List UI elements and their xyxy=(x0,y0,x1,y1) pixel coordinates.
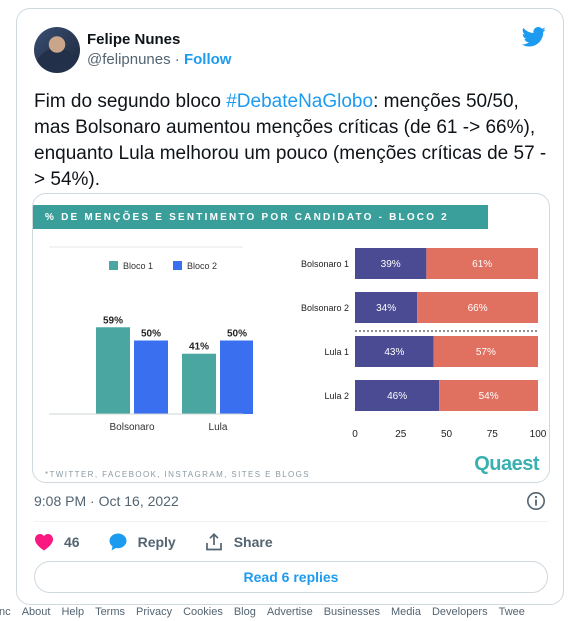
legend-swatch-1 xyxy=(109,261,118,270)
bar-bolsonaro-2 xyxy=(134,340,168,414)
mentions-bar-chart: Bloco 1 Bloco 2 59% 50% Bolsonaro 41% 50% Lula xyxy=(49,246,253,433)
footer-link-terms[interactable]: Terms xyxy=(95,606,126,618)
handle-separator: · xyxy=(174,51,180,68)
tweet-text-end: : menções 50/50, mas Bolsonaro aumentou … xyxy=(34,91,547,190)
x-tick-50: 50 xyxy=(441,429,453,440)
hashtag-link[interactable]: #DebateNaGlobo xyxy=(226,91,374,112)
segment-4-1 xyxy=(355,380,440,411)
share-label: Share xyxy=(233,534,273,550)
heart-icon xyxy=(35,534,53,551)
data-label-lula-1: 41% xyxy=(189,342,209,353)
tweet-text-start: Fim do segundo bloco xyxy=(34,91,227,112)
reply-bubble-icon xyxy=(109,533,127,551)
segment-label-3-2: 57% xyxy=(476,347,496,358)
author-handle-line: @felipnunes · Follow xyxy=(87,51,231,68)
footer-link-blog[interactable]: Blog xyxy=(233,606,256,618)
sentiment-stacked-bar-chart: Bolsonaro 1 39% 61% Bolsonaro 2 34% 66% Lula 1… xyxy=(301,248,547,440)
media-source-note: *TWITTER, FACEBOOK, INSTAGRAM, SITES E B… xyxy=(45,470,311,479)
info-icon[interactable] xyxy=(526,491,546,511)
read-replies-button[interactable]: Read 6 replies xyxy=(34,561,548,593)
x-tick-0: 0 xyxy=(352,429,358,440)
tweet-media-image[interactable]: % DE MENÇÕES E SENTIMENTO POR CANDIDATO … xyxy=(32,193,550,483)
author-name[interactable]: Felipe Nunes xyxy=(87,31,181,48)
segment-label-1-1: 39% xyxy=(381,259,401,270)
x-tick-75: 75 xyxy=(487,429,499,440)
author-avatar[interactable] xyxy=(34,27,80,73)
chart-title-bar: % DE MENÇÕES E SENTIMENTO POR CANDIDATO … xyxy=(33,205,488,229)
author-handle[interactable]: @felipnunes xyxy=(87,51,171,68)
row-label-2: Bolsonaro 2 xyxy=(301,303,349,313)
footer-link-cookies[interactable]: Cookies xyxy=(183,606,223,618)
x-tick-100: 100 xyxy=(530,429,547,440)
footer-link-developers[interactable]: Developers xyxy=(431,606,488,618)
segment-2-1 xyxy=(355,292,418,323)
segment-3-1 xyxy=(355,336,434,367)
footer-link-media[interactable]: Media xyxy=(390,606,421,618)
footer-link-inc[interactable]: Inc xyxy=(0,606,11,618)
segment-2-2 xyxy=(417,292,538,323)
data-label-bolsonaro-1: 59% xyxy=(103,315,123,326)
x-tick-25: 25 xyxy=(395,429,407,440)
segment-label-2-1: 34% xyxy=(376,303,396,314)
row-label-3: Lula 1 xyxy=(324,347,349,357)
row-label-1: Bolsonaro 1 xyxy=(301,259,349,269)
data-label-lula-2: 50% xyxy=(227,329,247,340)
category-label-lula: Lula xyxy=(209,422,228,433)
tweet-actions: 46 Reply Share xyxy=(34,531,301,553)
segment-4-2 xyxy=(439,380,538,411)
footer-links: Inc About Help Terms Privacy Cookies Blog Adver… xyxy=(0,606,536,618)
footer-link-help[interactable]: Help xyxy=(61,606,85,618)
share-upload-icon xyxy=(205,532,222,551)
tweet-card: Felipe Nunes @felipnunes · Follow Fim do… xyxy=(16,8,564,605)
segment-label-3-1: 43% xyxy=(384,347,404,358)
footer-link-about[interactable]: About xyxy=(21,606,51,618)
legend-label-1: Bloco 1 xyxy=(123,261,153,271)
divider xyxy=(34,521,548,522)
segment-1-2 xyxy=(426,248,538,279)
segment-label-1-2: 61% xyxy=(472,259,492,270)
footer-link-twee[interactable]: Twee xyxy=(498,606,525,618)
segment-label-4-1: 46% xyxy=(387,391,407,402)
reply-label: Reply xyxy=(137,534,176,550)
follow-button[interactable]: Follow xyxy=(183,51,232,68)
legend-swatch-2 xyxy=(173,261,182,270)
segment-1-1 xyxy=(355,248,427,279)
like-button[interactable]: 46 xyxy=(34,533,80,551)
segment-3-2 xyxy=(433,336,538,367)
quaest-logo: Quaest xyxy=(474,453,539,475)
like-count: 46 xyxy=(64,534,80,550)
data-label-bolsonaro-2: 50% xyxy=(141,329,161,340)
chart-title: % DE MENÇÕES E SENTIMENTO POR CANDIDATO … xyxy=(45,212,449,223)
footer-link-privacy[interactable]: Privacy xyxy=(136,606,173,618)
segment-label-2-2: 66% xyxy=(468,303,488,314)
category-label-bolsonaro: Bolsonaro xyxy=(109,422,154,433)
tweet-text: Fim do segundo bloco #DebateNaGlobo: men… xyxy=(34,89,554,193)
footer-link-advertise[interactable]: Advertise xyxy=(266,606,313,618)
twitter-bird-icon[interactable] xyxy=(522,27,546,47)
tweet-timestamp[interactable]: 9:08 PM · Oct 16, 2022 xyxy=(34,493,179,509)
bar-bolsonaro-1 xyxy=(96,327,130,414)
legend-label-2: Bloco 2 xyxy=(187,261,217,271)
bar-lula-1 xyxy=(182,353,216,414)
segment-label-4-2: 54% xyxy=(479,391,499,402)
share-button[interactable]: Share xyxy=(204,532,273,552)
footer-link-businesses[interactable]: Businesses xyxy=(323,606,380,618)
reply-button[interactable]: Reply xyxy=(108,532,176,552)
bar-lula-2 xyxy=(220,340,253,414)
row-label-4: Lula 2 xyxy=(324,391,349,401)
